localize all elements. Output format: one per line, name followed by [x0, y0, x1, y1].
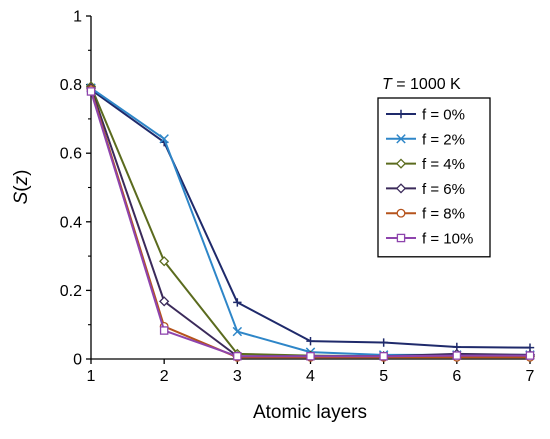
series-5 [86, 87, 535, 361]
marker-square [525, 351, 535, 360]
marker-square [86, 87, 96, 96]
legend-title-rest: = 1000 K [392, 76, 461, 93]
legend-entry: f = 6% [386, 181, 465, 198]
marker-plus [379, 338, 388, 347]
marker-square [452, 351, 462, 360]
x-tick-label: 6 [452, 368, 461, 385]
marker-square [159, 326, 169, 335]
marker-diamond [395, 158, 407, 169]
y-axis-title-var: z [11, 175, 32, 186]
series-group [85, 81, 536, 362]
series-0 [86, 85, 535, 352]
marker-diamond [159, 256, 170, 267]
y-tick-label: 0.4 [60, 214, 82, 231]
marker-plus [306, 336, 315, 346]
marker-square [379, 352, 388, 361]
y-tick-label: 0.2 [60, 283, 82, 300]
legend-entry: f = 0% [386, 107, 465, 124]
legend-label: f = 10% [422, 231, 473, 248]
legend-box [377, 97, 491, 258]
y-axis-title: S(z) [11, 170, 32, 205]
x-tick-label: 3 [233, 368, 242, 385]
legend-entry: f = 4% [386, 156, 465, 173]
x-tick-label: 2 [160, 368, 169, 385]
legend: f = 0% f = 2% f = 4% f = 6% f = 8% f = 10% [377, 97, 491, 258]
y-tick-label: 1 [73, 9, 82, 26]
legend-entry: f = 8% [386, 206, 465, 223]
legend-title-var: T [382, 76, 393, 93]
legend-label: f = 8% [422, 206, 465, 223]
y-axis-title-close: ) [11, 170, 32, 176]
marker-plus [233, 298, 242, 307]
marker-diamond [395, 183, 407, 194]
legend-label: f = 4% [422, 156, 465, 173]
marker-diamond [159, 296, 170, 307]
marker-x [159, 134, 169, 144]
x-axis-title: Atomic layers [253, 402, 367, 423]
y-tick-label: 0.8 [60, 77, 82, 94]
legend-entry: f = 2% [386, 131, 465, 148]
x-tick-label: 1 [87, 368, 96, 385]
y-axis-title-open: ( [11, 185, 32, 192]
x-tick-label: 5 [379, 368, 388, 385]
marker-circle [396, 208, 406, 218]
x-tick-label: 4 [306, 368, 315, 385]
y-axis-title-main: S [11, 191, 32, 204]
legend-label: f = 6% [422, 181, 465, 198]
marker-plus [396, 109, 406, 119]
legend-title: T = 1000 K [382, 76, 461, 93]
marker-square [233, 352, 242, 361]
legend-label: f = 0% [422, 107, 465, 124]
marker-x [232, 326, 243, 337]
y-tick-label: 0.6 [60, 146, 82, 163]
y-tick-label: 0 [73, 352, 82, 369]
legend-entry: f = 10% [386, 231, 473, 248]
legend-label: f = 2% [422, 131, 465, 148]
marker-square [306, 352, 315, 361]
marker-square [396, 233, 406, 243]
x-tick-label: 7 [526, 368, 535, 385]
marker-x [396, 134, 406, 144]
